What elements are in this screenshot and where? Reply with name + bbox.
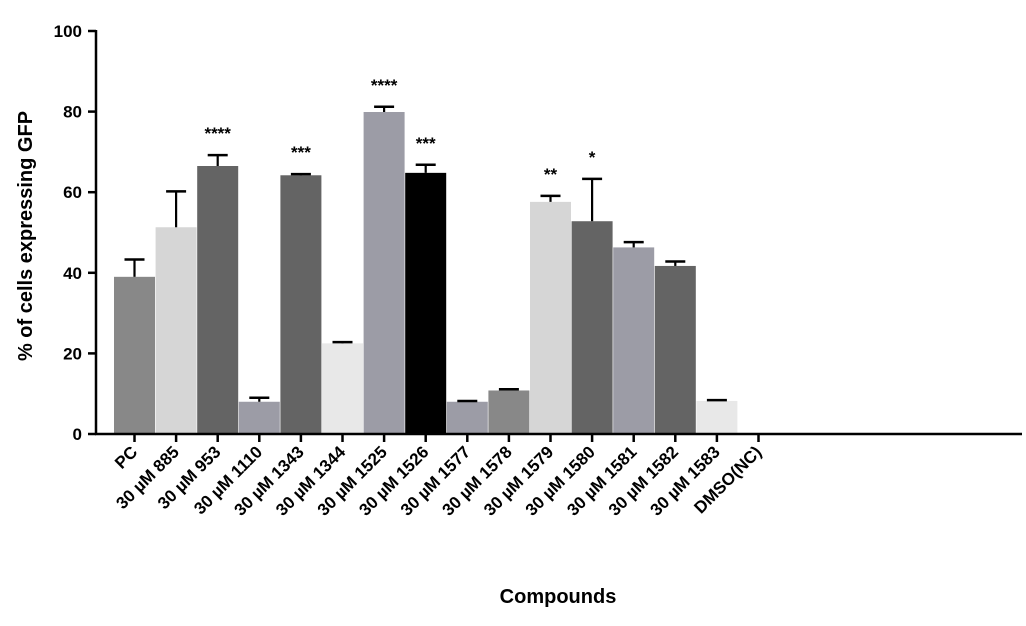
bar — [363, 112, 405, 435]
x-axis-title: Compounds — [500, 586, 617, 608]
x-tick-label: PC — [111, 442, 141, 472]
bar — [114, 276, 155, 434]
error-bars-layer — [124, 105, 727, 403]
bar — [280, 175, 322, 435]
bar — [238, 401, 280, 434]
y-tick-label: 80 — [63, 103, 82, 122]
bar — [197, 166, 239, 434]
bar — [571, 221, 613, 434]
significance-marker: ** — [544, 165, 558, 184]
significance-marker: * — [589, 148, 596, 167]
bar — [613, 247, 655, 434]
y-tick-label: 60 — [63, 183, 82, 202]
significance-marker: *** — [416, 134, 436, 153]
significance-marker: **** — [204, 124, 231, 143]
y-axis-ticks: 0 20 40 60 80 100 — [54, 22, 96, 444]
y-tick-label: 100 — [54, 22, 82, 41]
bar — [530, 201, 571, 434]
y-axis-title: % of cells expressing GFP — [15, 111, 37, 361]
significance-marker: **** — [371, 76, 398, 95]
bar — [446, 401, 488, 434]
y-tick-label: 40 — [63, 264, 82, 283]
bar — [322, 343, 363, 434]
significance-layer: ***************** — [204, 76, 595, 184]
bar — [155, 227, 197, 434]
bars-layer — [114, 112, 738, 435]
significance-marker: *** — [291, 143, 311, 162]
bar — [654, 265, 696, 434]
y-tick-label: 0 — [73, 425, 82, 444]
bar — [696, 400, 738, 434]
bar — [488, 390, 530, 434]
y-tick-label: 20 — [63, 344, 82, 363]
bar — [405, 172, 447, 434]
